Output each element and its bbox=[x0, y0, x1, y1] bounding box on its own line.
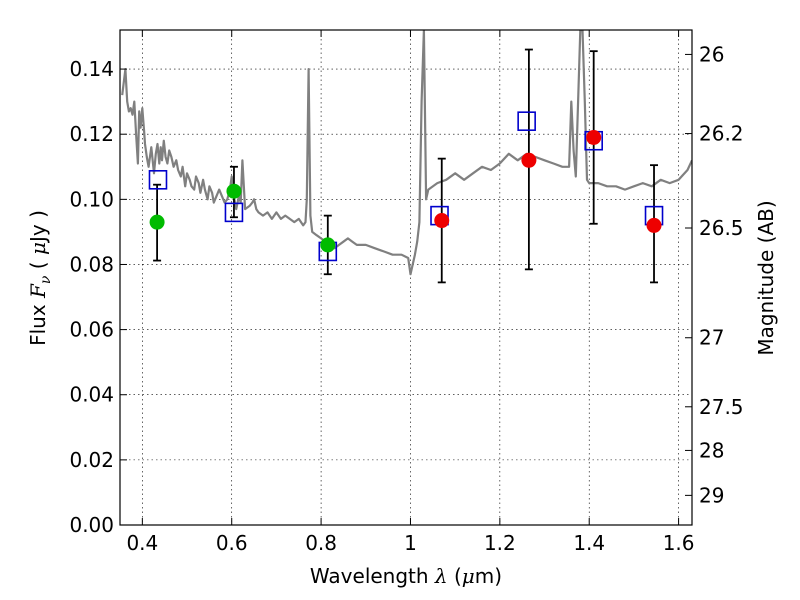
y-tick-label: 0.02 bbox=[69, 448, 114, 472]
flux-point bbox=[586, 129, 602, 145]
magnitude-tick-label: 28 bbox=[699, 438, 724, 462]
y-tick-label: 0.08 bbox=[69, 252, 114, 276]
x-tick-label: 1.2 bbox=[484, 531, 516, 555]
y-tick-label: 0.00 bbox=[69, 513, 114, 537]
errorbar-layer bbox=[148, 48, 664, 284]
ticks: 0.4 0.6 0.8 1 1.2 1.4 1.6 0.00 0.02 0.04 0.06 0.08 0… bbox=[69, 30, 744, 555]
x-tick-label: 1.4 bbox=[573, 531, 605, 555]
y-tick-label: 0.14 bbox=[69, 57, 114, 81]
magnitude-tick-label: 29 bbox=[699, 483, 724, 507]
x-tick-label: 1.6 bbox=[663, 531, 695, 555]
flux-point bbox=[646, 217, 662, 233]
x-tick-label: 0.6 bbox=[216, 531, 248, 555]
model-square-marker bbox=[517, 111, 536, 131]
y-tick-label: 0.04 bbox=[69, 383, 114, 407]
y-tick-label: 0.12 bbox=[69, 122, 114, 146]
flux-point bbox=[226, 183, 242, 199]
y-tick-label: 0.10 bbox=[69, 187, 114, 211]
x-axis-label: Wavelength λ (μm) bbox=[310, 564, 502, 588]
plot-frame bbox=[119, 29, 693, 526]
spectrum-line bbox=[121, 30, 692, 276]
magnitude-tick-label: 27.5 bbox=[699, 395, 744, 419]
flux-point bbox=[320, 237, 336, 253]
magnitude-tick-label: 27 bbox=[699, 326, 724, 350]
magnitude-tick-label: 26.5 bbox=[699, 216, 744, 240]
model-square-marker bbox=[148, 170, 168, 190]
y-tick-label: 0.06 bbox=[69, 318, 114, 342]
flux-point bbox=[434, 213, 450, 229]
magnitude-tick-label: 26 bbox=[699, 42, 724, 66]
model-square-marker bbox=[224, 202, 244, 223]
flux-point bbox=[521, 152, 537, 168]
x-tick-label: 1 bbox=[404, 531, 417, 555]
x-tick-label: 0.8 bbox=[305, 531, 337, 555]
x-tick-label: 0.4 bbox=[126, 531, 158, 555]
y-axis-label: Flux Fν ( μJy ) bbox=[26, 210, 54, 346]
y-axis-label-right: Magnitude (AB) bbox=[754, 200, 778, 355]
plot-background bbox=[120, 30, 692, 525]
data-layer bbox=[121, 30, 692, 276]
magnitude-tick-label: 26.2 bbox=[699, 122, 744, 146]
flux-point bbox=[149, 214, 165, 230]
